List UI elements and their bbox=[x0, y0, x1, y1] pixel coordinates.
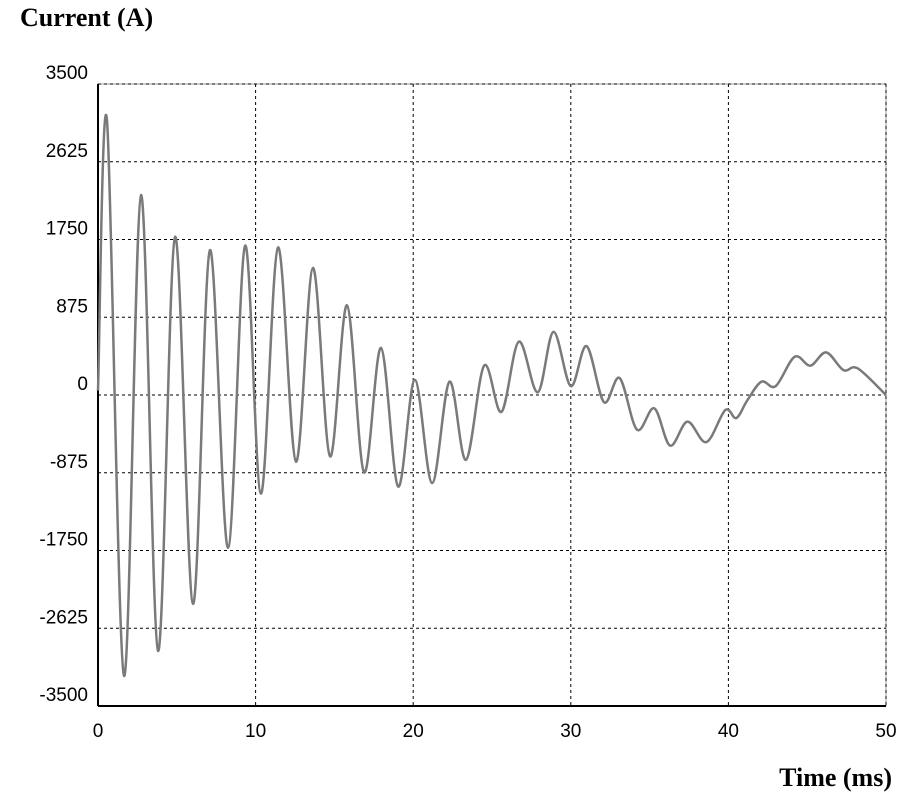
y-tick-label: 875 bbox=[56, 296, 88, 317]
y-tick-label: 0 bbox=[77, 374, 88, 395]
plot-frame bbox=[97, 83, 887, 707]
y-tick-label: -3500 bbox=[39, 685, 88, 706]
y-tick-label: -1750 bbox=[39, 530, 88, 551]
x-tick-label: 10 bbox=[245, 721, 266, 742]
y-tick-label: 3500 bbox=[46, 63, 88, 84]
y-tick-label: -875 bbox=[50, 452, 88, 473]
x-tick-label: 50 bbox=[875, 721, 896, 742]
x-tick-label: 30 bbox=[560, 721, 581, 742]
x-tick-label: 40 bbox=[718, 721, 739, 742]
y-tick-label: 2625 bbox=[46, 141, 88, 162]
x-axis-label: Time (ms) bbox=[779, 763, 892, 792]
data-line bbox=[96, 113, 887, 678]
x-tick-label: 0 bbox=[93, 721, 104, 742]
y-tick-label: 1750 bbox=[46, 219, 88, 240]
y-tick-label: -2625 bbox=[39, 607, 88, 628]
x-tick-label: 20 bbox=[403, 721, 424, 742]
chart-title: Current (A) bbox=[20, 3, 153, 32]
